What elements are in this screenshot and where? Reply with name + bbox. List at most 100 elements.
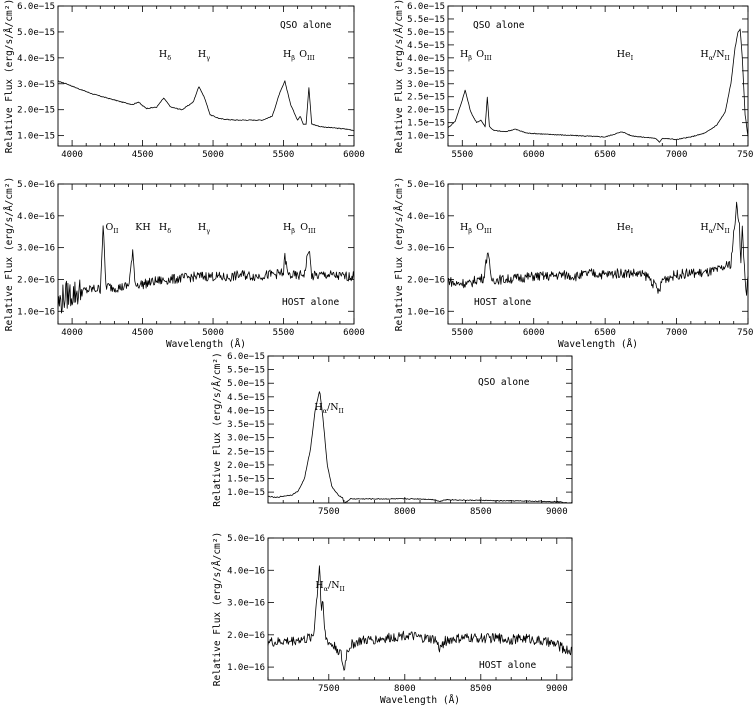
emission-line-label: OIII [476, 49, 492, 62]
chart-panel-qso-mid: 5500 6000 6500 7000 7500 1.0e−15 1.5e−15 2.0e−1… [393, 0, 753, 160]
y-tick-label: 4.0e−15 [227, 406, 265, 416]
line-label-sub: III [308, 227, 316, 235]
line-label-extra-sub: II [725, 227, 731, 235]
x-tick-label: 6000 [523, 150, 545, 160]
line-label-sub: δ [167, 54, 171, 62]
x-tick-label: 8000 [394, 507, 416, 517]
line-label-main: H [460, 222, 468, 233]
emission-line-label: Hβ [460, 49, 472, 62]
y-tick-label: 3.0e−16 [227, 599, 265, 609]
line-label-sub: III [484, 54, 492, 62]
line-label-main: O [106, 222, 114, 233]
line-label-extra: /N [327, 402, 339, 413]
y-tick-label: 5.0e−15 [17, 28, 55, 38]
line-label-sub: α [324, 585, 329, 593]
emission-line-label: Hα/NII [315, 580, 345, 593]
y-tick-label: 1.0e−16 [407, 307, 445, 317]
x-tick-label: 6000 [343, 150, 365, 160]
emission-line-label: Hα/NII [700, 49, 730, 62]
spectrum-line [267, 565, 573, 671]
x-tick-label: 7500 [318, 507, 340, 517]
line-label-extra: /N [713, 222, 725, 233]
line-label-main: H [460, 49, 468, 60]
y-tick-label: 4.5e−15 [407, 41, 445, 51]
y-tick-label: 1.0e−15 [227, 488, 265, 498]
x-tick-label: 5500 [451, 328, 473, 338]
line-label-main: H [198, 49, 206, 60]
x-tick-label: 7000 [666, 150, 688, 160]
line-label-main: H [700, 49, 708, 60]
line-label-extra: /N [328, 580, 340, 591]
x-tick-label: 6000 [343, 328, 365, 338]
x-tick-label: 4000 [61, 328, 83, 338]
y-axis-title: Relative Flux (erg/s/Å/cm²) [3, 177, 15, 331]
y-tick-label: 5.5e−15 [227, 366, 265, 376]
x-tick-label: 9000 [546, 684, 568, 694]
x-tick-label: 8500 [470, 684, 492, 694]
y-tick-label: 1.0e−16 [17, 307, 55, 317]
chart-panel-qso-red: 7500 8000 8500 9000 1.0e−15 1.5e−15 2.0e−15 2.5… [211, 352, 573, 517]
line-label-sub: δ [167, 227, 171, 235]
chart-panel-host-blue: 4000 4500 5000 5500 6000 1.0e−16 2.0e−16 3.0e−1… [3, 177, 365, 350]
x-tick-label: 8000 [394, 684, 416, 694]
line-label-sub: γ [206, 227, 210, 235]
emission-line-label: Hβ [460, 222, 472, 235]
line-label-sub: α [709, 227, 714, 235]
y-tick-label: 3.0e−15 [407, 80, 445, 90]
line-label-main: H [198, 222, 206, 233]
emission-line-label: OIII [299, 49, 315, 62]
y-tick-label: 3.0e−15 [227, 434, 265, 444]
emission-line-label: Hγ [198, 222, 210, 235]
y-axis-title: Relative Flux (erg/s/Å/cm²) [393, 177, 405, 331]
line-label-sub: β [291, 227, 295, 235]
line-label-sub: α [323, 407, 328, 415]
y-axis-title: Relative Flux (erg/s/Å/cm²) [3, 0, 15, 153]
line-label-main: H [314, 402, 322, 413]
y-tick-label: 6.0e−15 [227, 352, 265, 362]
line-label-main: H [159, 222, 167, 233]
line-label-main: He [617, 222, 631, 233]
y-tick-label: 5.5e−15 [407, 15, 445, 25]
y-axis-title: Relative Flux (erg/s/Å/cm²) [393, 0, 405, 153]
x-tick-label: 5500 [451, 150, 473, 160]
line-label-extra: /N [713, 49, 725, 60]
x-tick-label: 5500 [273, 328, 295, 338]
y-tick-label: 1.5e−15 [227, 475, 265, 485]
emission-line-label: KH [135, 222, 150, 233]
line-label-main: H [283, 222, 291, 233]
x-axis-title: Wavelength (Å) [558, 338, 638, 350]
y-tick-label: 4.0e−16 [17, 212, 55, 222]
line-label-extra-sub: II [725, 54, 731, 62]
y-tick-label: 6.0e−15 [17, 2, 55, 12]
x-tick-label: 4000 [61, 150, 83, 160]
y-tick-label: 2.0e−16 [17, 275, 55, 285]
panel-note: QSO alone [280, 20, 332, 31]
x-tick-label: 6500 [594, 150, 616, 160]
line-label-main: H [700, 222, 708, 233]
emission-line-label: OIII [300, 222, 316, 235]
emission-line-label: Hβ [283, 49, 295, 62]
line-label-main: He [617, 49, 631, 60]
x-tick-label: 6500 [594, 328, 616, 338]
line-label-main: H [283, 49, 291, 60]
y-tick-label: 2.0e−16 [407, 275, 445, 285]
line-label-sub: I [631, 227, 634, 235]
spectrum-line [57, 80, 355, 132]
y-tick-label: 5.0e−16 [227, 534, 265, 544]
plot-frame [57, 5, 355, 147]
x-tick-label: 7500 [318, 684, 340, 694]
y-tick-label: 1.5e−15 [407, 119, 445, 129]
x-tick-label: 7500 [737, 150, 753, 160]
y-tick-label: 6.0e−15 [407, 2, 445, 12]
line-label-sub: I [631, 54, 634, 62]
x-tick-label: 4500 [132, 328, 154, 338]
chart-panel-host-red: 7500 8000 8500 9000 1.0e−16 2.0e−16 3.0e−16 4.0… [211, 532, 573, 706]
x-tick-label: 5000 [202, 150, 224, 160]
y-tick-label: 2.0e−16 [227, 631, 265, 641]
y-tick-label: 3.0e−16 [17, 244, 55, 254]
chart-panel-host-mid: 5500 6000 6500 7000 7500 1.0e−16 2.0e−16 3.0e−1… [393, 177, 753, 350]
y-tick-label: 4.0e−16 [227, 566, 265, 576]
y-tick-label: 3.5e−15 [407, 67, 445, 77]
plot-frame [267, 537, 573, 681]
